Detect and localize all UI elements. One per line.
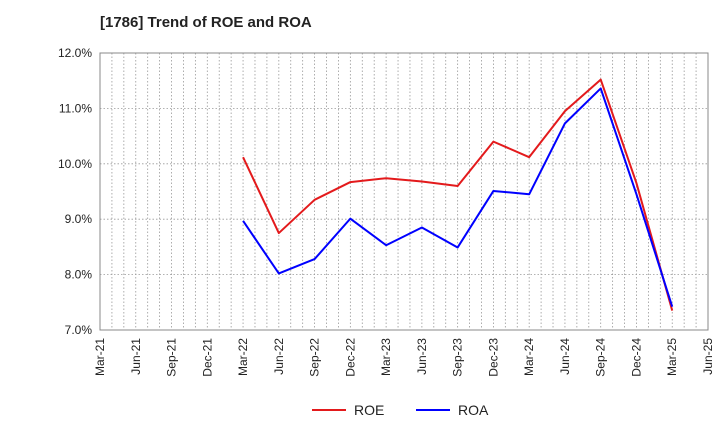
x-tick-labels: Mar-21 Jun-21 Sep-21 Dec-21 Mar-22 Jun-22 Sep-… (93, 338, 715, 377)
y-tick-label: 10.0% (58, 157, 92, 171)
plot-frame (99, 52, 709, 331)
y-tick-label: 9.0% (65, 212, 93, 226)
x-tick-label: Jun-21 (129, 338, 143, 375)
x-tick-label: Mar-25 (665, 338, 679, 376)
legend: ROE ROA (312, 402, 489, 418)
x-tick-label: Dec-24 (629, 338, 643, 377)
y-tick-label: 8.0% (65, 268, 93, 282)
x-tick-label: Mar-21 (93, 338, 107, 376)
x-tick-label: Sep-24 (594, 338, 608, 377)
y-tick-label: 7.0% (65, 323, 93, 337)
series-layer (242, 78, 674, 311)
x-tick-label: Sep-23 (451, 338, 465, 377)
x-tick-label: Mar-22 (236, 338, 250, 376)
x-tick-label: Mar-23 (379, 338, 393, 376)
series-line-roa (242, 87, 674, 308)
legend-label-roa: ROA (458, 402, 489, 418)
x-tick-label: Jun-25 (701, 338, 715, 375)
x-tick-label: Dec-21 (200, 338, 214, 377)
chart-title: [1786] Trend of ROE and ROA (100, 14, 312, 31)
x-tick-label: Sep-22 (308, 338, 322, 377)
x-tick-label: Dec-23 (486, 338, 500, 377)
y-tick-label: 11.0% (59, 101, 92, 115)
x-tick-label: Mar-24 (522, 338, 536, 376)
y-tick-label: 12.0% (58, 46, 92, 60)
x-tick-label: Jun-23 (415, 338, 429, 375)
grid-layer (100, 53, 708, 330)
legend-label-roe: ROE (354, 402, 384, 418)
y-tick-labels: 7.0% 8.0% 9.0% 10.0% 11.0% 12.0% (58, 46, 92, 337)
x-tick-label: Jun-24 (558, 338, 572, 375)
x-tick-label: Dec-22 (343, 338, 357, 377)
x-tick-label: Jun-22 (272, 338, 286, 375)
series-line-roe (242, 78, 674, 311)
x-tick-label: Sep-21 (165, 338, 179, 377)
